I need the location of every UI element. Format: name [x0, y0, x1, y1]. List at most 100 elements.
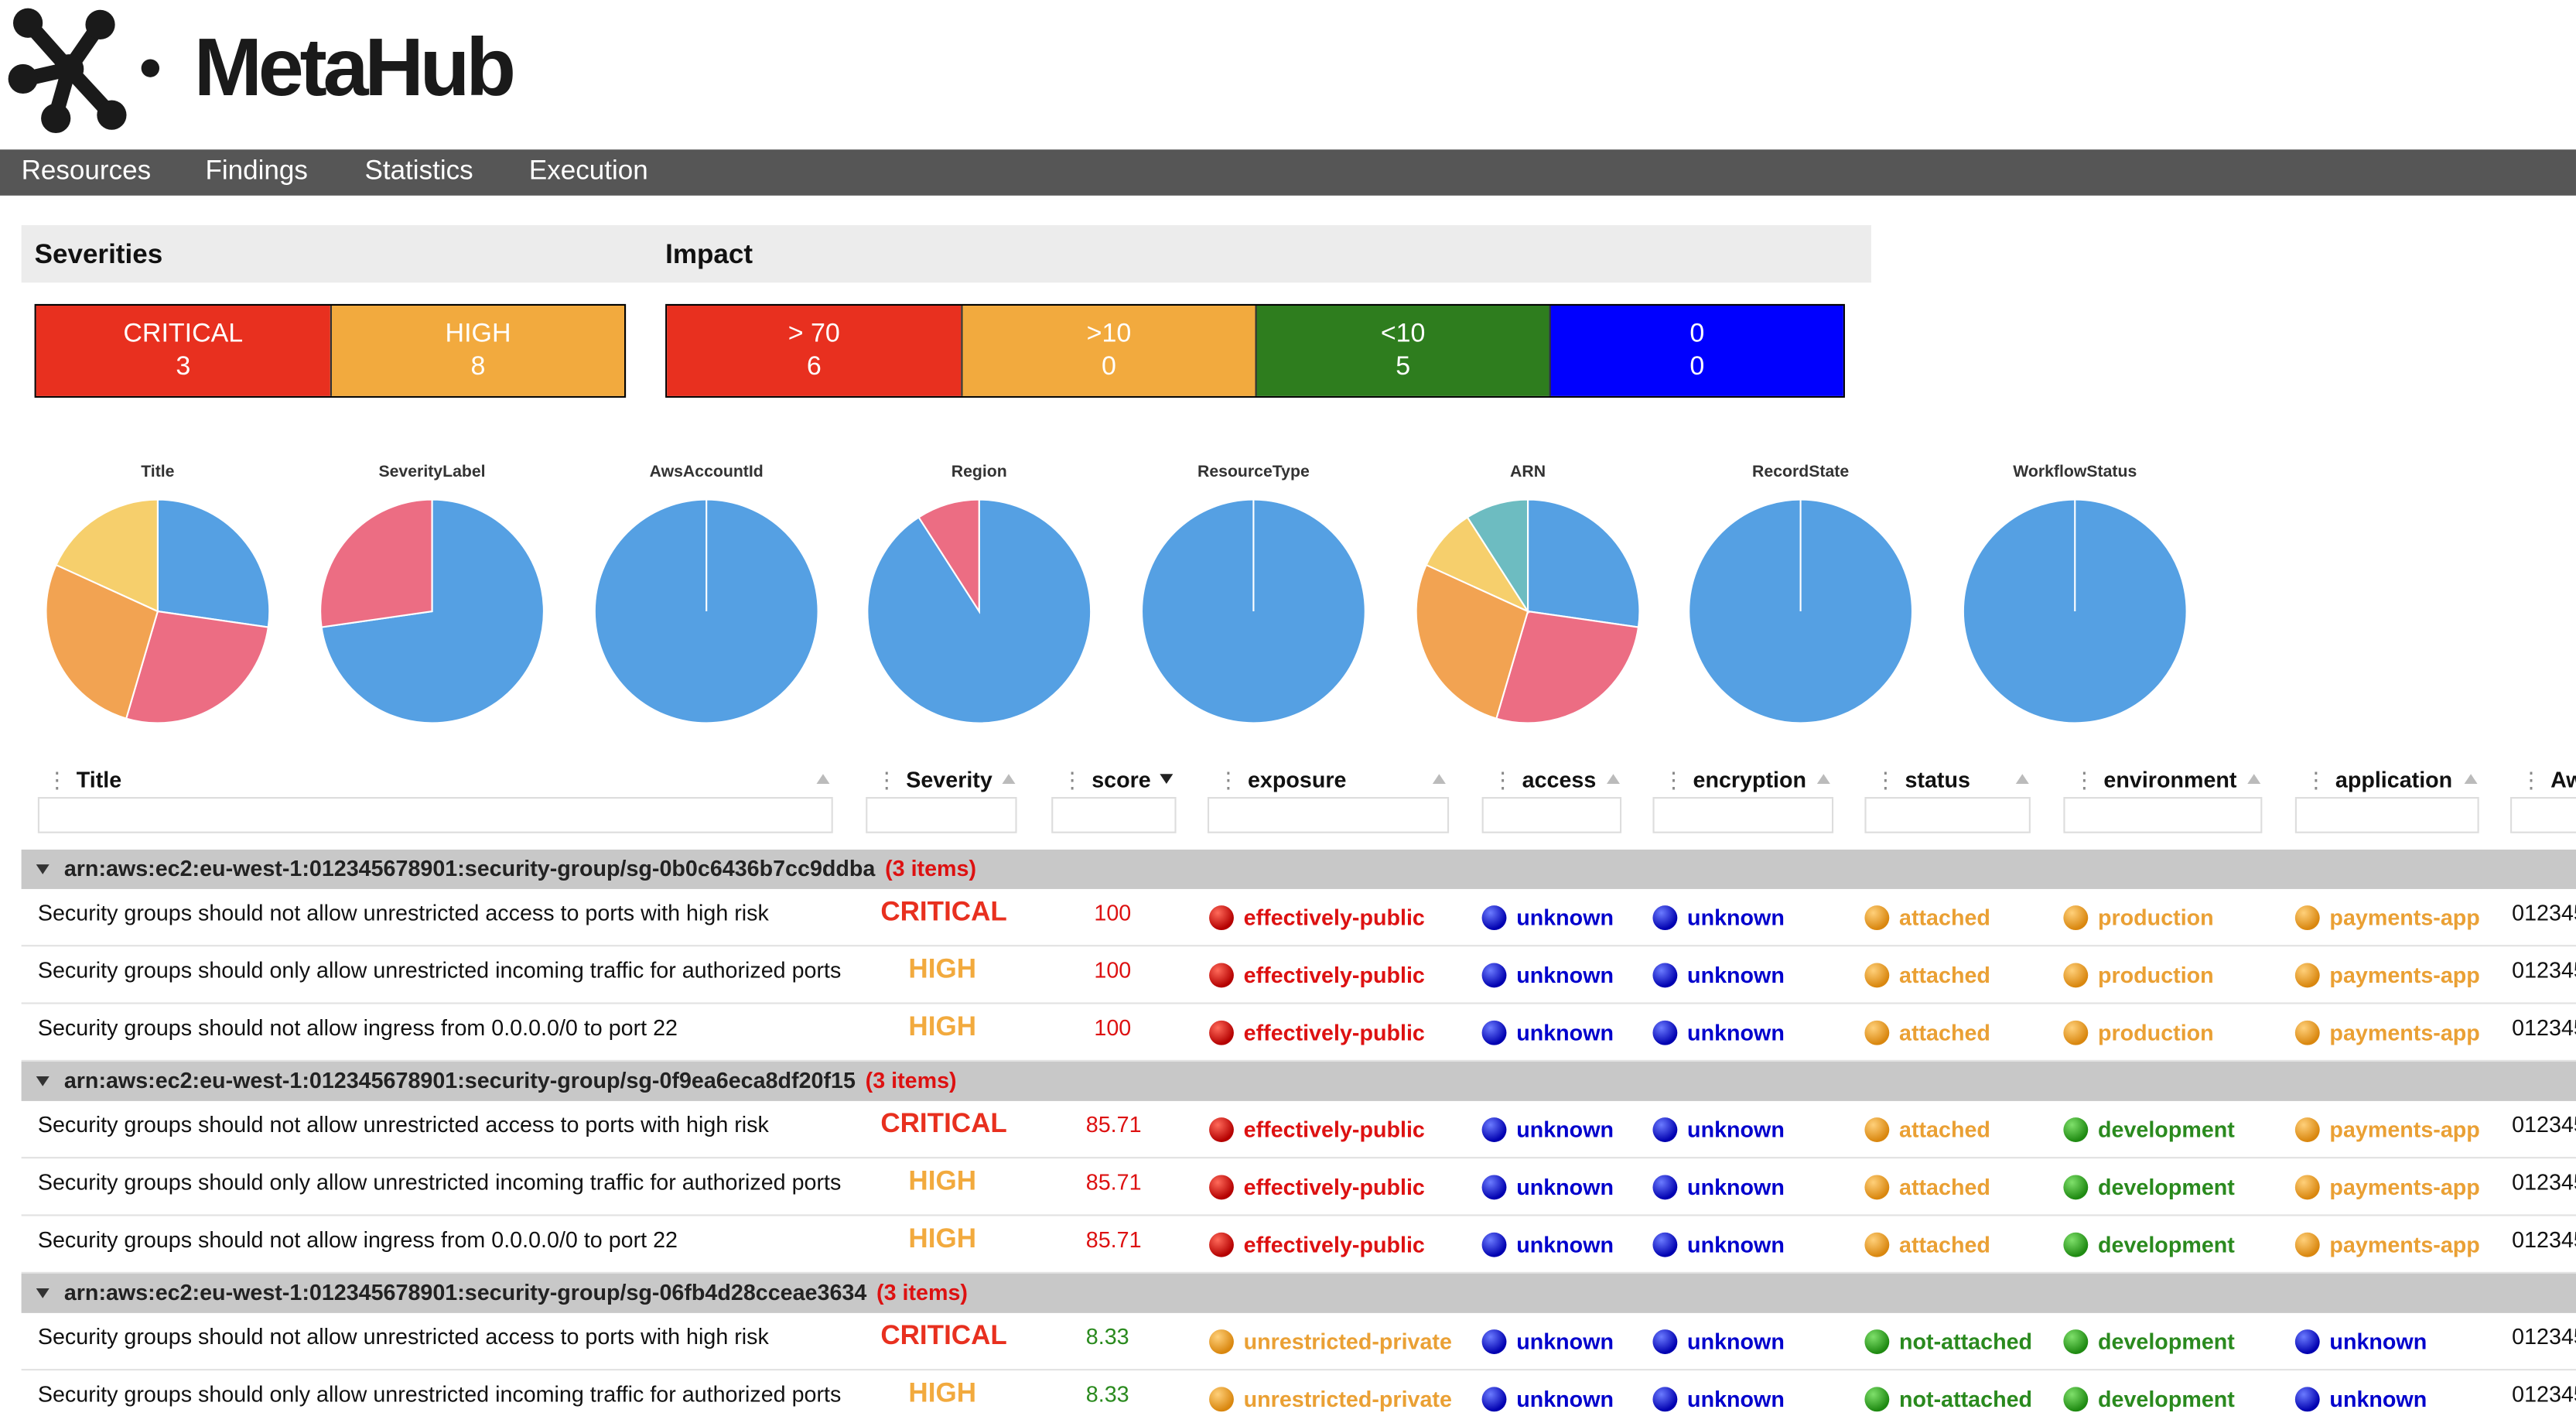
table-row[interactable]: Security groups should only allow unrest…: [21, 1158, 2576, 1216]
status-ball-icon: [2294, 1232, 2320, 1257]
impact-box-gt10[interactable]: >10 0: [961, 306, 1256, 396]
environment-tag: production: [2063, 905, 2214, 931]
score-value: 85.71: [1085, 1112, 1142, 1137]
score-value: 85.71: [1085, 1227, 1142, 1253]
table-row[interactable]: Security groups should only allow unrest…: [21, 946, 2576, 1004]
severity-box-critical[interactable]: CRITICAL 3: [36, 306, 330, 396]
column-header[interactable]: ⋮ Severity: [876, 768, 992, 794]
column-filter-input[interactable]: [1207, 797, 1450, 833]
table-row[interactable]: Security groups should not allow unrestr…: [21, 1101, 2576, 1159]
pie-slice[interactable]: [1495, 610, 1640, 724]
severity-label: CRITICAL: [880, 1109, 1007, 1139]
pie-chart[interactable]: [317, 496, 547, 726]
column-menu-icon[interactable]: ⋮: [1874, 767, 1897, 792]
column-menu-icon[interactable]: ⋮: [2520, 767, 2543, 792]
group-label: arn:aws:ec2:eu-west-1:012345678901:secur…: [64, 856, 976, 881]
column-header[interactable]: ⋮ status: [1874, 768, 1970, 794]
column-header[interactable]: ⋮ Aw: [2520, 768, 2576, 794]
status-ball-icon: [1481, 1387, 1507, 1412]
pie-slice[interactable]: [1466, 498, 1529, 614]
status-ball-icon: [1652, 1175, 1678, 1200]
table-row[interactable]: Security groups should not allow unrestr…: [21, 889, 2576, 947]
pie-chart[interactable]: [1686, 496, 1915, 726]
app-name: MetaHub: [193, 21, 516, 114]
pie-chart[interactable]: [43, 496, 272, 726]
nav-resources[interactable]: Resources: [21, 156, 152, 186]
pie-slice[interactable]: [55, 498, 159, 613]
sort-asc-icon[interactable]: [1432, 774, 1446, 785]
nav-execution[interactable]: Execution: [528, 156, 648, 186]
column-header[interactable]: ⋮ encryption: [1662, 768, 1806, 794]
pie-slice[interactable]: [917, 498, 980, 614]
pie-slice[interactable]: [319, 498, 433, 628]
pie-chart[interactable]: [592, 496, 822, 726]
impact-box-gt70[interactable]: > 70 6: [667, 306, 962, 396]
pie-chart[interactable]: [1413, 496, 1642, 726]
encryption-tag: unknown: [1652, 963, 1785, 988]
nav-statistics[interactable]: Statistics: [364, 156, 473, 186]
caret-down-icon[interactable]: [36, 1288, 50, 1298]
column-filter-input[interactable]: [37, 797, 833, 833]
severity-box-high[interactable]: HIGH 8: [330, 306, 625, 396]
sort-asc-icon[interactable]: [2015, 774, 2029, 785]
caret-down-icon[interactable]: [36, 1076, 50, 1086]
column-filter-input[interactable]: [1864, 797, 2031, 833]
pie-chart[interactable]: [1139, 496, 1368, 726]
pie-chart-title: ARN: [1510, 463, 1546, 482]
group-row[interactable]: arn:aws:ec2:eu-west-1:012345678901:secur…: [21, 849, 2576, 889]
sort-desc-icon[interactable]: [1160, 774, 1174, 785]
column-header[interactable]: ⋮ score: [1061, 768, 1151, 794]
pie-slice[interactable]: [1425, 516, 1530, 614]
group-row[interactable]: arn:aws:ec2:eu-west-1:012345678901:secur…: [21, 1273, 2576, 1313]
group-row[interactable]: arn:aws:ec2:eu-west-1:012345678901:secur…: [21, 1061, 2576, 1101]
table-row[interactable]: Security groups should not allow ingress…: [21, 1004, 2576, 1062]
column-menu-icon[interactable]: ⋮: [1491, 767, 1515, 792]
column-filter-input[interactable]: [2294, 797, 2479, 833]
sort-asc-icon[interactable]: [816, 774, 830, 785]
sort-asc-icon[interactable]: [2247, 774, 2261, 785]
pie-resourcetype: ResourceType: [1139, 464, 1368, 727]
severity-label: HIGH: [908, 1378, 977, 1409]
table-row[interactable]: Security groups should only allow unrest…: [22, 1370, 2576, 1423]
column-header[interactable]: ⋮ Title: [46, 768, 121, 794]
column-header[interactable]: ⋮ exposure: [1218, 768, 1347, 794]
nav-findings[interactable]: Findings: [205, 156, 308, 186]
status-ball-icon: [2294, 963, 2320, 988]
pie-chart[interactable]: [864, 496, 1094, 726]
column-filter-input[interactable]: [2510, 797, 2576, 833]
column-filter-input[interactable]: [866, 797, 1017, 833]
application-tag: payments-app: [2294, 905, 2480, 931]
impact-box-lt10[interactable]: <10 5: [1255, 306, 1549, 396]
column-menu-icon[interactable]: ⋮: [1217, 767, 1240, 792]
column-menu-icon[interactable]: ⋮: [875, 767, 898, 792]
column-filter-input[interactable]: [1652, 797, 1834, 833]
encryption-tag-text: unknown: [1687, 1329, 1785, 1354]
caret-down-icon[interactable]: [36, 864, 50, 874]
column-header[interactable]: ⋮ application: [2305, 768, 2453, 794]
pie-slice[interactable]: [156, 498, 271, 628]
column-menu-icon[interactable]: ⋮: [2304, 767, 2328, 792]
environment-tag-text: development: [2097, 1117, 2235, 1142]
pie-chart[interactable]: [1960, 496, 2190, 726]
table-row[interactable]: Security groups should not allow unrestr…: [21, 1313, 2576, 1371]
impact-box-zero[interactable]: 0 0: [1549, 306, 1843, 396]
sort-asc-icon[interactable]: [1606, 774, 1620, 785]
access-tag: unknown: [1481, 1175, 1614, 1200]
column-filter-input[interactable]: [2063, 797, 2263, 833]
pie-slice[interactable]: [1526, 498, 1641, 628]
column-header[interactable]: ⋮ access: [1491, 768, 1596, 794]
sort-asc-icon[interactable]: [2464, 774, 2478, 785]
pie-slice[interactable]: [125, 610, 270, 724]
column-menu-icon[interactable]: ⋮: [2073, 767, 2096, 792]
column-menu-icon[interactable]: ⋮: [1662, 767, 1685, 792]
column-menu-icon[interactable]: ⋮: [46, 767, 69, 792]
table-row[interactable]: Security groups should not allow ingress…: [21, 1216, 2576, 1274]
pie-slice[interactable]: [1415, 563, 1529, 720]
pie-slice[interactable]: [45, 563, 159, 720]
sort-asc-icon[interactable]: [1816, 774, 1830, 785]
column-header[interactable]: ⋮ environment: [2073, 768, 2236, 794]
sort-asc-icon[interactable]: [1002, 774, 1016, 785]
column-filter-input[interactable]: [1481, 797, 1622, 833]
column-filter-input[interactable]: [1051, 797, 1177, 833]
column-menu-icon[interactable]: ⋮: [1061, 767, 1084, 792]
